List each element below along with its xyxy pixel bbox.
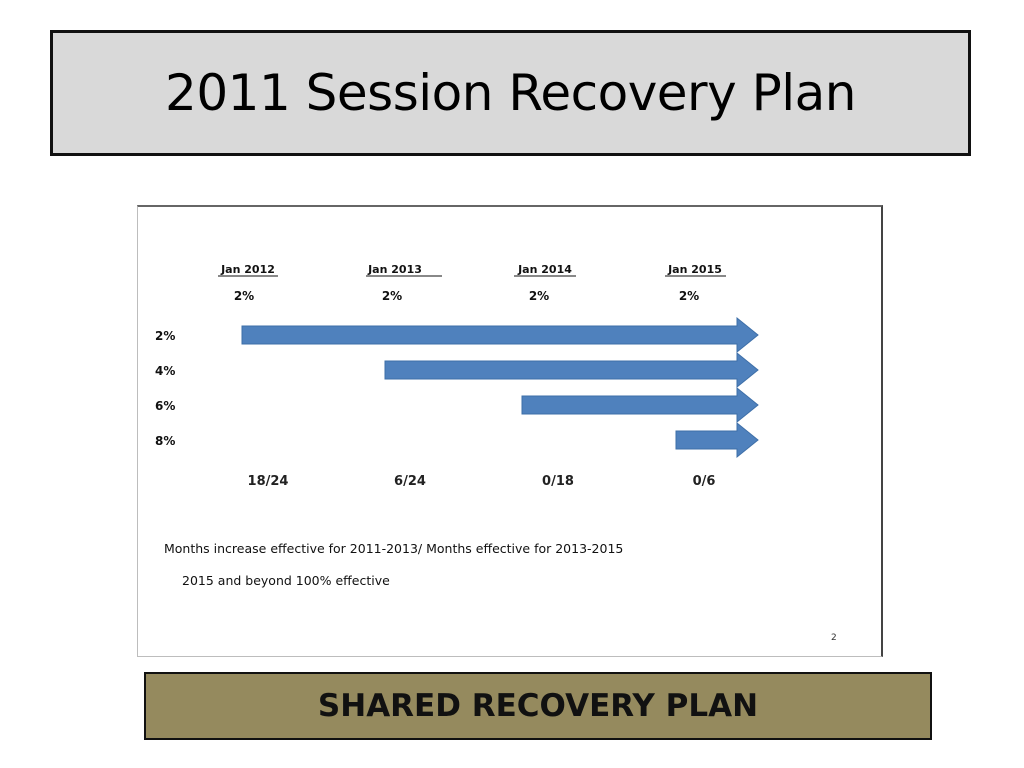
- column-date-3: Jan 2014: [517, 263, 572, 276]
- row-label-2: 4%: [155, 364, 175, 378]
- column-date-2: Jan 2013: [367, 263, 422, 276]
- column-date-4: Jan 2015: [667, 263, 722, 276]
- row-label-3: 6%: [155, 399, 175, 413]
- months-effective-1: 18/24: [248, 474, 289, 489]
- months-effective-3: 0/18: [542, 474, 574, 489]
- slide-title: 2011 Session Recovery Plan: [165, 64, 856, 122]
- footer-title: SHARED RECOVERY PLAN: [317, 688, 759, 724]
- months-effective-2: 6/24: [394, 474, 426, 489]
- page-number: 2: [831, 633, 837, 643]
- arrow-8-percent: [675, 421, 759, 459]
- note-line-1: Months increase effective for 2011-2013/…: [164, 541, 623, 556]
- arrow-2-percent: [241, 316, 759, 354]
- row-label-1: 2%: [155, 329, 175, 343]
- arrow-6-percent: [521, 386, 759, 424]
- column-rate-4: 2%: [679, 289, 699, 303]
- column-rate-3: 2%: [529, 289, 549, 303]
- recovery-plan-diagram: Jan 2012 Jan 2013 Jan 2014 Jan 2015 2% 2…: [155, 263, 837, 643]
- row-label-4: 8%: [155, 434, 175, 448]
- column-date-1: Jan 2012: [220, 263, 275, 276]
- months-effective-4: 0/6: [693, 474, 716, 489]
- column-rate-1: 2%: [234, 289, 254, 303]
- note-line-2: 2015 and beyond 100% effective: [182, 573, 390, 588]
- column-rate-2: 2%: [382, 289, 402, 303]
- arrow-4-percent: [384, 351, 759, 389]
- title-box: 2011 Session Recovery Plan: [50, 30, 971, 156]
- recovery-plan-figure: Jan 2012 Jan 2013 Jan 2014 Jan 2015 2% 2…: [137, 205, 883, 657]
- footer-banner: SHARED RECOVERY PLAN: [144, 672, 932, 740]
